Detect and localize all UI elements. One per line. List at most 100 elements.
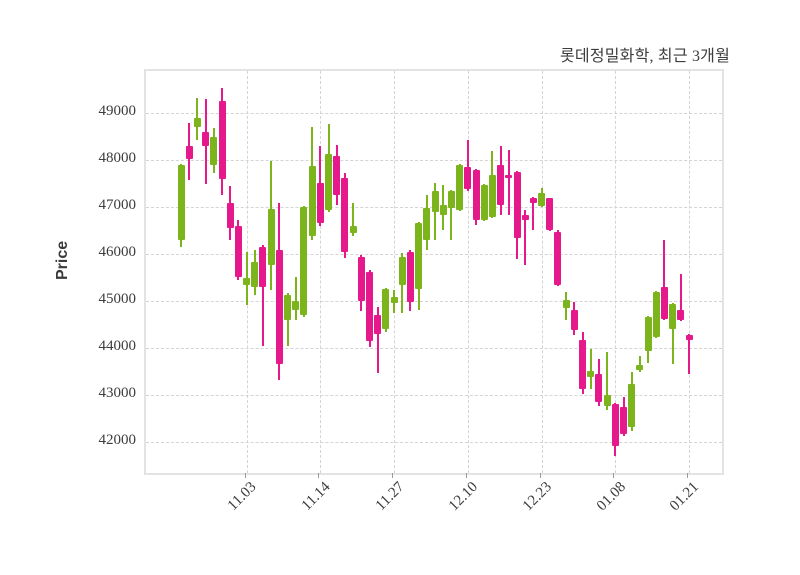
candle-body-up (325, 153, 332, 211)
candle-wick (524, 210, 527, 266)
x-gridline (394, 71, 395, 473)
x-tick-mark (687, 473, 688, 478)
x-tick-mark (613, 473, 615, 478)
candle-body-down (316, 183, 324, 224)
y-tick-label: 42000 (98, 432, 137, 449)
candle-body-up (415, 223, 423, 289)
candle-body-up (456, 165, 464, 211)
candle-body-up (431, 191, 439, 212)
candle-body-down (611, 403, 619, 446)
x-gridline (689, 71, 690, 473)
x-gridline (541, 71, 543, 473)
x-tick-label: 11.27 (372, 479, 408, 514)
candle-body-down (218, 101, 226, 180)
candle-body-up (480, 184, 488, 221)
y-gridline (146, 254, 722, 256)
x-tick-mark (465, 473, 467, 478)
candle-wick (261, 245, 264, 346)
candle-body-down (497, 164, 505, 205)
y-tick-label: 45000 (98, 291, 137, 308)
x-tick-label: 11.03 (225, 479, 260, 514)
candle-body-up (669, 303, 677, 329)
candle-body-down (685, 334, 693, 340)
y-tick-label: 46000 (98, 244, 137, 261)
y-gridline (146, 301, 722, 303)
candle-body-up (644, 316, 652, 351)
y-tick-label: 44000 (98, 338, 137, 355)
y-tick-label: 48000 (98, 150, 137, 167)
candle-body-down (406, 252, 414, 303)
candle-body-down (579, 340, 586, 389)
x-gridline (467, 71, 469, 473)
y-gridline (146, 160, 722, 162)
candle-body-down (202, 132, 210, 147)
candle-body-down (275, 249, 283, 364)
x-gridline (320, 71, 322, 473)
candle-body-up (628, 383, 636, 428)
candle-body-down (513, 171, 521, 239)
candle-wick (352, 203, 355, 237)
y-gridline (146, 442, 722, 444)
candle-wick (450, 190, 453, 240)
candle-wick (679, 273, 682, 322)
x-tick-label: 12.10 (445, 479, 482, 515)
x-tick-label: 12.23 (519, 479, 555, 515)
candle-wick (688, 334, 690, 374)
plot-area (144, 69, 724, 475)
y-gridline (146, 395, 722, 397)
candle-body-up (587, 370, 595, 378)
candle-wick (663, 240, 666, 320)
candle-body-up (652, 292, 660, 338)
candle-body-down (505, 174, 513, 179)
candle-body-up (210, 136, 218, 165)
candle-body-down (521, 214, 529, 221)
y-gridline (146, 113, 722, 115)
candle-body-up (603, 395, 611, 406)
candle-body-down (374, 314, 382, 334)
candle-wick (606, 352, 609, 411)
candle-body-up (390, 297, 398, 304)
candle-body-up (292, 300, 300, 311)
y-gridline (146, 348, 722, 350)
candle-wick (671, 302, 674, 364)
candle-body-down (234, 226, 242, 277)
candle-body-up (251, 261, 259, 288)
candle-body-up (267, 209, 275, 266)
candle-body-down (341, 178, 349, 253)
candle-body-down (595, 373, 603, 403)
x-tick-mark (539, 473, 541, 478)
candle-wick (532, 196, 535, 230)
candle-body-down (226, 202, 234, 229)
candle-body-up (177, 165, 185, 241)
candle-body-down (620, 407, 627, 434)
candle-body-up (562, 299, 570, 308)
candle-body-up (284, 295, 291, 320)
candle-body-up (447, 191, 455, 209)
x-tick-mark (244, 473, 246, 478)
candle-body-down (357, 256, 365, 302)
y-tick-label: 49000 (98, 103, 137, 120)
x-gridline (615, 71, 617, 473)
candle-body-up (636, 365, 644, 371)
x-tick-label: 11.14 (298, 479, 334, 514)
candle-body-down (185, 146, 193, 159)
x-tick-label: 01.21 (667, 479, 703, 515)
candle-body-up (538, 193, 545, 207)
candle-body-up (349, 226, 357, 234)
x-tick-mark (318, 473, 320, 478)
candle-body-up (193, 118, 201, 128)
candle-body-down (554, 231, 562, 286)
candle-body-down (529, 197, 537, 203)
candle-wick (589, 348, 592, 389)
candle-body-up (243, 278, 251, 285)
candle-body-down (464, 166, 472, 189)
candle-body-down (570, 310, 578, 331)
candle-body-up (398, 256, 406, 285)
x-tick-label: 01.08 (593, 479, 629, 515)
candle-body-up (382, 288, 390, 329)
candle-wick (638, 355, 641, 373)
candle-body-up (308, 166, 316, 237)
candle-body-down (677, 310, 685, 321)
candle-body-down (472, 169, 480, 220)
candle-body-up (488, 174, 496, 217)
